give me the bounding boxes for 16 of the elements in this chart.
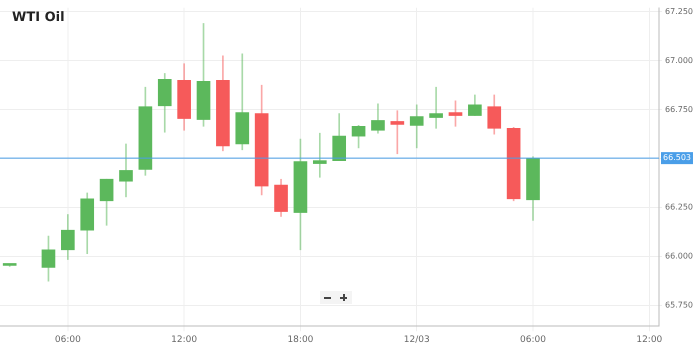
y-tick-label: 65.750 — [665, 300, 693, 310]
x-tick-label: 06:00 — [520, 334, 546, 345]
x-tick-label: 06:00 — [54, 334, 82, 345]
x-tick-label: 12:00 — [636, 334, 663, 345]
y-tick-label: 66.250 — [665, 202, 693, 212]
candlestick — [119, 144, 133, 198]
ref-line-label: 66.503 — [663, 153, 691, 162]
y-tick-label: 67.000 — [665, 56, 693, 65]
y-tick-label: 66.750 — [665, 104, 693, 114]
x-tick-label: 12:00 — [171, 334, 198, 345]
candlestick — [448, 100, 462, 127]
y-tick-label: 66.000 — [665, 252, 693, 261]
x-tick-label: 18:00 — [287, 334, 314, 345]
x-tick-label: 12/03 — [404, 334, 430, 345]
chart-title: WTI Oil — [12, 10, 65, 25]
y-tick-label: 67.250 — [665, 6, 693, 16]
